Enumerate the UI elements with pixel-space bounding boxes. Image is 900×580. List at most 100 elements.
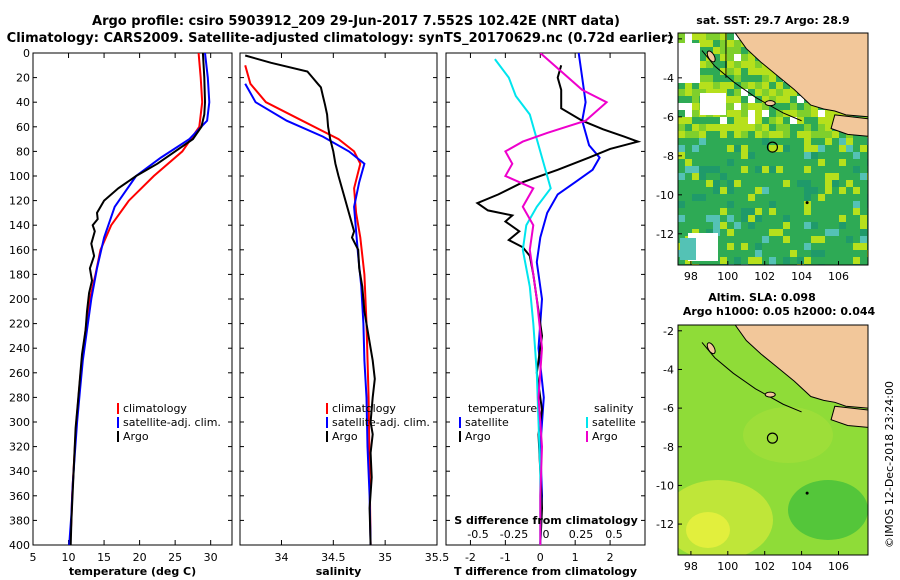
sst-cell (811, 110, 818, 117)
sst-cell (853, 187, 860, 194)
sst-cell (804, 138, 811, 145)
sst_map-ytick-label: -4 (663, 72, 674, 85)
sst-cell (860, 243, 867, 250)
sst-cell (713, 215, 720, 222)
sst-cell (748, 257, 755, 264)
sst-cell (741, 103, 748, 110)
sst-cell (741, 61, 748, 68)
sst-cell (685, 117, 692, 124)
sst-cell (699, 131, 706, 138)
sst_map-xtick-label: 100 (717, 270, 738, 283)
sst-cell (678, 89, 685, 96)
sst-cell (734, 180, 741, 187)
sst-cell (755, 250, 762, 257)
panel-temperature: 0 20 40 60 80 100 120 140 160 180 200 220 240 260 280 3… (9, 47, 233, 578)
sst-cell (720, 117, 727, 124)
panel-difference: -2 -1 0 1 2T difference from climatology temp… (445, 52, 646, 578)
sst-cell (699, 75, 706, 82)
sla_map-island (764, 391, 776, 398)
sst-cell (734, 40, 741, 47)
sla_map-island (706, 342, 716, 355)
sst-cell (832, 180, 839, 187)
sla-high-region (686, 512, 730, 548)
sst-cell (713, 124, 720, 131)
sst-cell (804, 110, 811, 117)
depth-tick-label: 20 (16, 72, 30, 85)
sst_map-float-marker (766, 141, 779, 153)
sst-cell (727, 201, 734, 208)
sla_map-bathymetry-contour (701, 342, 802, 413)
sst-cell (755, 82, 762, 89)
sst-map-title: sat. SST: 29.7 Argo: 28.9 (696, 14, 849, 27)
sst-cell (706, 89, 713, 96)
temperature-xlabel: temperature (deg C) (69, 565, 196, 578)
sla_map-xtick-label: 100 (717, 560, 738, 573)
sst-cell (839, 159, 846, 166)
sst-cell (734, 110, 741, 117)
depth-tick-label: 200 (9, 293, 30, 306)
diff-s-axis-label: S difference from climatology (454, 514, 638, 527)
sst-cell (804, 145, 811, 152)
sst-cell (727, 82, 734, 89)
sst-cell (720, 187, 727, 194)
sst-cell (762, 138, 769, 145)
sst-cell (699, 166, 706, 173)
sla-low-region (788, 480, 868, 540)
sla_map-ytick-label: -12 (656, 518, 674, 531)
sst-cell (755, 208, 762, 215)
sst-cell (783, 222, 790, 229)
sst-cell (685, 131, 692, 138)
sst-cell (734, 54, 741, 61)
sst-cell (839, 145, 846, 152)
diff-s-tick-label: -0.25 (500, 528, 528, 541)
temperature-xtick-label: 20 (133, 551, 147, 564)
sst-cell (804, 131, 811, 138)
sst-cell (790, 110, 797, 117)
temperature-series-argo (69, 53, 207, 545)
sla_map-land-sumatra (678, 325, 868, 409)
salinity-legend-label: satellite-adj. clim. (332, 416, 430, 429)
sla-map-title-line2: Argo h1000: 0.05 h2000: 0.044 (683, 305, 876, 318)
sla-mid-region (743, 407, 833, 463)
sst_map-land-java (830, 114, 868, 137)
sst-cell (776, 166, 783, 173)
sst-cell (713, 47, 720, 54)
sst-cell (755, 103, 762, 110)
sst-cell (762, 75, 769, 82)
sst-cell (713, 82, 720, 89)
sst-cell (692, 173, 699, 180)
salinity-legend-label: climatology (332, 402, 396, 415)
sst-cell (769, 96, 776, 103)
sst-cell (713, 180, 720, 187)
sst-cell (734, 131, 741, 138)
sst_map-xtick-label: 104 (791, 270, 812, 283)
sst-cell (762, 166, 769, 173)
sst-cell (706, 180, 713, 187)
depth-tick-label: 180 (9, 268, 30, 281)
diff-legend-title-salinity: salinity (594, 402, 634, 415)
sst_map-xtick-label: 102 (754, 270, 775, 283)
sst-cell (748, 68, 755, 75)
sst-cell (685, 166, 692, 173)
sst_map-island (764, 100, 776, 107)
sst-cell (748, 96, 755, 103)
sst-cell (692, 110, 699, 117)
sst-cell (825, 180, 832, 187)
sst-cell (790, 117, 797, 124)
difference-series-t-satellite (535, 53, 601, 545)
sst-cell (692, 33, 699, 40)
salinity-legend-label: Argo (332, 430, 358, 443)
map-sla_map: 98 100 102 104 106 -2 -4 -6 -8 -10 -12 Altim. SLA: … (656, 291, 875, 573)
sla_map-xtick-label: 102 (754, 560, 775, 573)
sst-cell (783, 257, 790, 264)
sst-cell (755, 257, 762, 264)
sst-cell (741, 243, 748, 250)
sst-cell (853, 257, 860, 264)
sst_map-island (805, 201, 809, 205)
sst-cell (776, 110, 783, 117)
sst-cell (713, 33, 720, 40)
sst-cell (734, 117, 741, 124)
sst-cell (811, 131, 818, 138)
sst-cell (748, 152, 755, 159)
